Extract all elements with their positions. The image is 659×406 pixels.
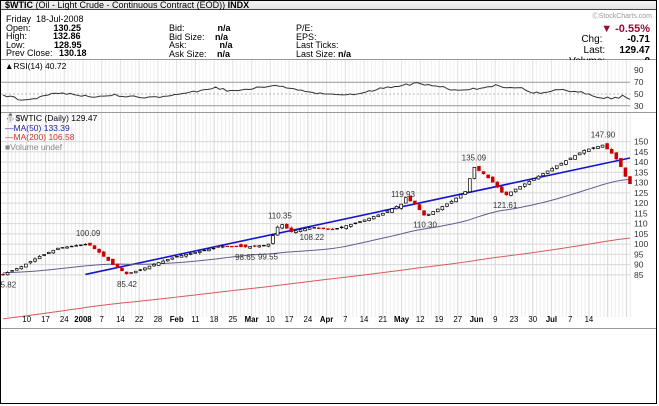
svg-text:10: 10 (266, 315, 275, 324)
svg-text:98.65: 98.65 (235, 253, 256, 262)
svg-text:14: 14 (360, 315, 369, 324)
svg-text:28: 28 (154, 315, 163, 324)
svg-text:Apr: Apr (320, 315, 333, 324)
svg-text:17: 17 (285, 315, 294, 324)
svg-text:120: 120 (634, 198, 648, 208)
svg-text:119.93: 119.93 (391, 190, 415, 199)
svg-text:Feb: Feb (170, 315, 184, 324)
svg-text:90: 90 (634, 260, 644, 270)
svg-text:7: 7 (100, 315, 104, 324)
svg-text:Jun: Jun (470, 315, 484, 324)
svg-text:99.55: 99.55 (258, 252, 279, 261)
svg-text:50: 50 (634, 89, 644, 99)
svg-text:140: 140 (634, 157, 648, 167)
svg-text:Mar: Mar (245, 315, 259, 324)
svg-text:7: 7 (568, 315, 572, 324)
svg-text:121.61: 121.61 (493, 201, 518, 210)
svg-text:105: 105 (634, 229, 648, 239)
svg-text:147.90: 147.90 (591, 131, 616, 140)
svg-text:115: 115 (634, 208, 648, 218)
svg-text:22: 22 (135, 315, 144, 324)
svg-text:23: 23 (510, 315, 519, 324)
svg-text:10: 10 (22, 315, 31, 324)
svg-text:24: 24 (60, 315, 69, 324)
svg-text:14: 14 (116, 315, 125, 324)
svg-text:7: 7 (343, 315, 347, 324)
svg-text:135.09: 135.09 (462, 153, 487, 162)
svg-text:14: 14 (585, 315, 594, 324)
svg-text:90: 90 (634, 65, 644, 75)
svg-text:85.82: 85.82 (1, 281, 17, 290)
svg-text:18: 18 (210, 315, 219, 324)
svg-text:12: 12 (416, 315, 425, 324)
svg-text:125: 125 (634, 188, 648, 198)
svg-text:21: 21 (378, 315, 387, 324)
svg-text:May: May (394, 315, 410, 324)
svg-text:95: 95 (634, 249, 644, 259)
svg-text:145: 145 (634, 147, 648, 157)
svg-text:2008: 2008 (74, 315, 92, 324)
svg-text:130: 130 (634, 178, 648, 188)
svg-text:100: 100 (634, 239, 648, 249)
svg-text:70: 70 (634, 77, 644, 87)
svg-text:85.42: 85.42 (117, 280, 138, 289)
svg-text:85: 85 (634, 270, 644, 280)
svg-text:9: 9 (493, 315, 497, 324)
svg-text:19: 19 (435, 315, 444, 324)
svg-text:24: 24 (303, 315, 312, 324)
svg-text:Jul: Jul (546, 315, 557, 324)
svg-text:27: 27 (453, 315, 462, 324)
svg-text:30: 30 (528, 315, 537, 324)
svg-text:11: 11 (191, 315, 199, 324)
svg-text:110.30: 110.30 (413, 221, 437, 230)
svg-text:17: 17 (41, 315, 50, 324)
svg-text:30: 30 (634, 101, 644, 111)
svg-text:150: 150 (634, 137, 648, 147)
svg-text:110: 110 (634, 219, 648, 229)
svg-text:100.09: 100.09 (76, 229, 101, 238)
svg-text:108.22: 108.22 (300, 233, 325, 242)
svg-text:135: 135 (634, 167, 648, 177)
svg-text:25: 25 (229, 315, 238, 324)
svg-text:110.35: 110.35 (268, 212, 292, 221)
